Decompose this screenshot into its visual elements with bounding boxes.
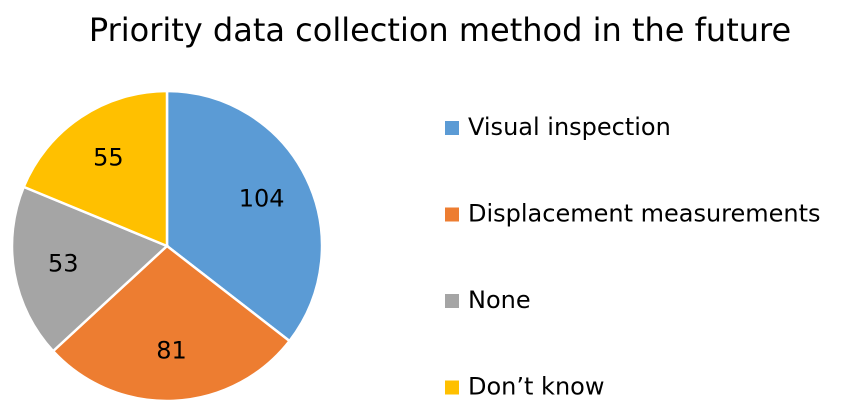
legend-label: Visual inspection: [468, 113, 671, 141]
data-label: 81: [156, 336, 187, 364]
legend-swatch: [445, 380, 459, 395]
legend-swatch: [445, 294, 459, 308]
data-label: 104: [239, 185, 285, 213]
chart-title: Priority data collection method in the f…: [89, 11, 791, 49]
pie-slice: [22, 89, 169, 248]
legend-label: None: [468, 286, 531, 314]
legend-swatch: [445, 121, 459, 135]
pie-slice: [10, 185, 170, 353]
legend-label: Displacement measurements: [468, 200, 821, 228]
data-label: 53: [48, 250, 79, 278]
pie-slice: [165, 89, 324, 343]
pie-slice: [51, 244, 292, 402]
data-label: 55: [93, 143, 124, 171]
legend-label: Don’t know: [468, 373, 604, 401]
legend-swatch: [445, 207, 459, 222]
